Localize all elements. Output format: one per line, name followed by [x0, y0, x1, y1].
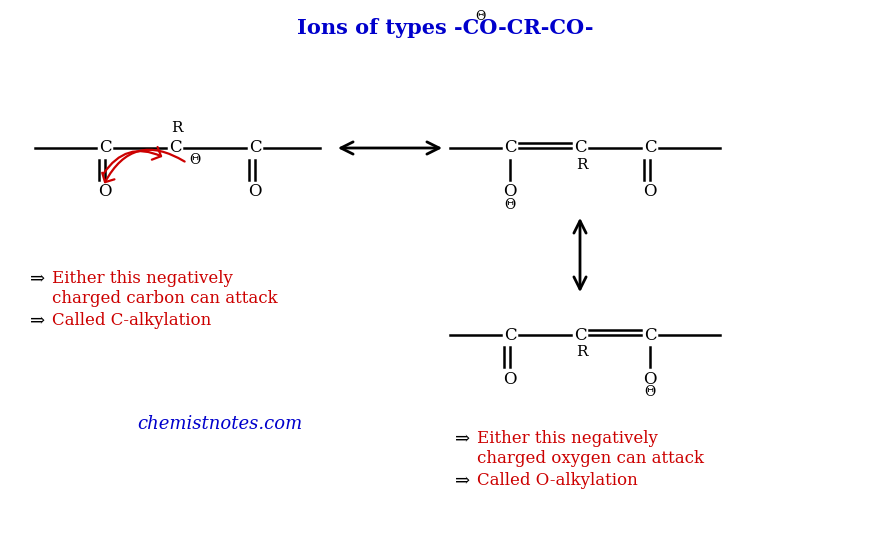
- Text: R: R: [171, 121, 183, 135]
- Text: C: C: [503, 326, 516, 343]
- Text: Θ: Θ: [644, 385, 656, 399]
- Text: charged oxygen can attack: charged oxygen can attack: [477, 450, 704, 467]
- Text: C: C: [574, 326, 586, 343]
- Text: O: O: [503, 183, 517, 201]
- Text: C: C: [249, 139, 261, 157]
- Text: ⇒: ⇒: [30, 270, 45, 288]
- Text: O: O: [249, 183, 262, 201]
- Text: ⇒: ⇒: [30, 312, 45, 330]
- Text: Ions of types -CO-CR-CO-: Ions of types -CO-CR-CO-: [297, 18, 593, 38]
- Text: C: C: [643, 139, 657, 157]
- Text: O: O: [643, 370, 657, 387]
- Text: O: O: [503, 370, 517, 387]
- Text: Called O-alkylation: Called O-alkylation: [477, 472, 638, 489]
- Text: Θ: Θ: [475, 10, 486, 23]
- Text: chemistnotes.com: chemistnotes.com: [137, 415, 303, 433]
- Text: C: C: [574, 139, 586, 157]
- FancyArrowPatch shape: [103, 147, 161, 174]
- Text: C: C: [99, 139, 111, 157]
- Text: C: C: [503, 139, 516, 157]
- Text: Called C-alkylation: Called C-alkylation: [52, 312, 211, 329]
- Text: O: O: [98, 183, 111, 201]
- FancyArrowPatch shape: [102, 150, 184, 182]
- Text: R: R: [576, 158, 588, 172]
- Text: ⇒: ⇒: [455, 472, 470, 490]
- Text: C: C: [168, 139, 181, 157]
- Text: O: O: [643, 183, 657, 201]
- Text: charged carbon can attack: charged carbon can attack: [52, 290, 278, 307]
- Text: Either this negatively: Either this negatively: [52, 270, 233, 287]
- Text: C: C: [643, 326, 657, 343]
- Text: ⇒: ⇒: [455, 430, 470, 448]
- Text: Either this negatively: Either this negatively: [477, 430, 658, 447]
- Text: R: R: [576, 345, 588, 359]
- Text: Θ: Θ: [190, 153, 200, 167]
- Text: Θ: Θ: [504, 198, 516, 212]
